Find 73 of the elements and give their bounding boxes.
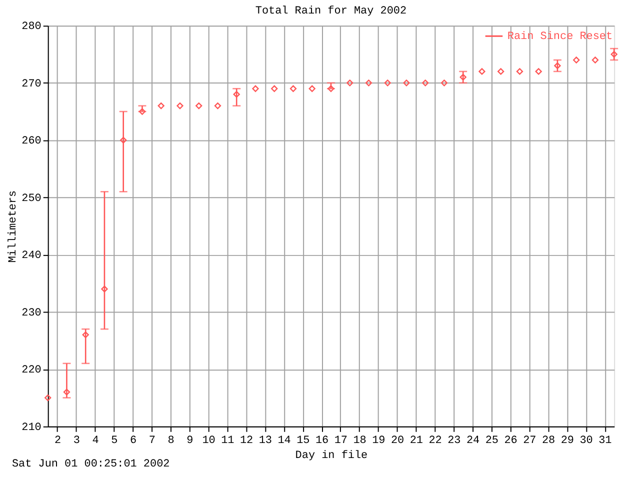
x-tick-label: 14 xyxy=(278,434,292,447)
y-tick-label: 250 xyxy=(22,192,42,205)
point xyxy=(214,102,222,110)
x-tick-label: 29 xyxy=(560,434,574,447)
x-tick-label: 31 xyxy=(598,434,612,447)
point xyxy=(516,68,524,75)
x-tick-label: 24 xyxy=(466,434,480,447)
chart-title: Total Rain for May 2002 xyxy=(255,6,407,18)
point xyxy=(498,68,504,75)
point xyxy=(535,68,542,75)
x-tick-label: 28 xyxy=(542,434,556,447)
x-tick-label: 15 xyxy=(296,434,310,447)
x-tick-label: 23 xyxy=(448,434,461,447)
point xyxy=(44,394,52,402)
y-tick-label: 240 xyxy=(22,250,42,262)
x-tick-label: 19 xyxy=(372,434,386,447)
y-tick-label: 220 xyxy=(22,364,42,377)
x-tick-label: 26 xyxy=(504,434,518,447)
point xyxy=(158,102,164,110)
x-tick-label: 3 xyxy=(73,434,80,447)
point xyxy=(592,56,599,64)
x-tick-label: 16 xyxy=(315,434,329,447)
y-tick-label: 260 xyxy=(22,136,42,148)
point xyxy=(346,80,354,86)
x-tick-label: 4 xyxy=(92,434,100,447)
x-tick-label: 2 xyxy=(54,434,62,447)
point xyxy=(460,74,466,81)
point xyxy=(308,85,316,92)
point xyxy=(196,102,202,110)
x-tick-label: 12 xyxy=(240,434,254,447)
y-tick-label: 280 xyxy=(22,21,42,34)
point xyxy=(328,85,334,92)
point xyxy=(63,388,70,396)
point xyxy=(365,80,372,86)
point xyxy=(422,80,429,86)
x-tick-label: 6 xyxy=(130,434,137,447)
point xyxy=(101,286,108,292)
x-tick-label: 27 xyxy=(523,434,536,447)
x-tick-label: 25 xyxy=(485,434,498,447)
text: Sat Jun 01 00:25:01 2002 xyxy=(12,458,170,470)
point xyxy=(82,331,89,338)
point xyxy=(138,108,146,115)
point xyxy=(554,62,561,70)
point xyxy=(290,85,297,92)
x-tick-label: 22 xyxy=(428,434,442,447)
x-tick-label: 7 xyxy=(148,434,156,447)
point xyxy=(233,91,240,98)
x-tick-label: 30 xyxy=(580,434,593,447)
x-tick-label: 5 xyxy=(111,434,118,447)
x-tick-label: 9 xyxy=(186,434,194,447)
point xyxy=(384,80,391,86)
y-tick-label: 270 xyxy=(22,78,42,90)
x-tick-label: 10 xyxy=(202,434,216,447)
x-tick-label: 13 xyxy=(258,434,272,447)
x-tick-label: 18 xyxy=(353,434,366,447)
point xyxy=(403,80,410,86)
y-tick-label: 230 xyxy=(22,307,42,320)
point xyxy=(271,85,278,92)
x-tick-label: 20 xyxy=(390,434,404,447)
x-tick-label: 21 xyxy=(410,434,424,447)
point xyxy=(478,68,486,75)
x-tick-label: 17 xyxy=(334,434,348,447)
point xyxy=(610,50,618,58)
point xyxy=(120,136,127,144)
x-axis-title: Day in file xyxy=(295,450,368,462)
x-tick-label: 8 xyxy=(168,434,174,447)
y-tick-label: 210 xyxy=(22,422,42,434)
point xyxy=(252,85,259,92)
point xyxy=(176,102,184,110)
point xyxy=(440,80,448,86)
y-axis-title: Millimeters xyxy=(8,190,20,263)
point xyxy=(573,56,580,64)
x-tick-label: 11 xyxy=(221,434,235,447)
